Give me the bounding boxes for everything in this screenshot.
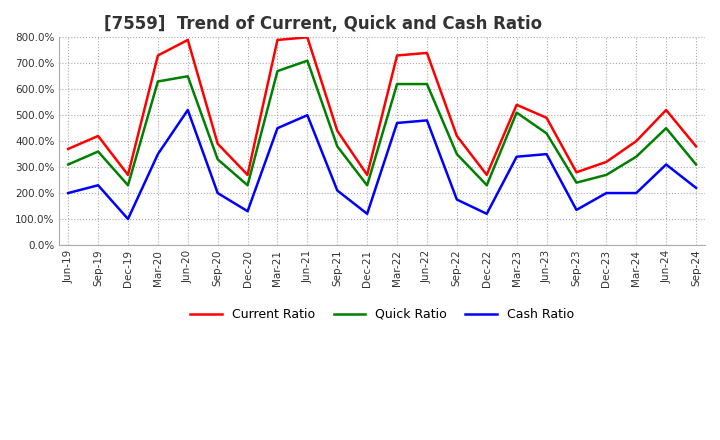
Quick Ratio [64,162,73,167]
Line: Quick Ratio: Quick Ratio [68,61,696,185]
Current Ratio [632,139,641,144]
Cash Ratio [632,191,641,196]
Current Ratio [572,170,581,175]
Cash Ratio [273,125,282,131]
Current Ratio [662,107,670,113]
Cash Ratio [184,107,192,113]
Current Ratio [692,144,701,149]
Current Ratio [124,172,132,177]
Cash Ratio [94,183,102,188]
Current Ratio [213,141,222,147]
Quick Ratio [153,79,162,84]
Quick Ratio [124,183,132,188]
Cash Ratio [243,209,252,214]
Quick Ratio [392,81,401,87]
Cash Ratio [572,207,581,213]
Current Ratio [333,128,341,133]
Current Ratio [303,35,312,40]
Current Ratio [513,102,521,107]
Cash Ratio [513,154,521,159]
Quick Ratio [542,131,551,136]
Current Ratio [482,172,491,177]
Current Ratio [363,172,372,177]
Text: [7559]  Trend of Current, Quick and Cash Ratio: [7559] Trend of Current, Quick and Cash … [104,15,543,33]
Cash Ratio [64,191,73,196]
Quick Ratio [513,110,521,115]
Cash Ratio [213,191,222,196]
Cash Ratio [602,191,611,196]
Quick Ratio [273,69,282,74]
Current Ratio [184,37,192,43]
Quick Ratio [602,172,611,177]
Quick Ratio [213,157,222,162]
Current Ratio [602,159,611,165]
Current Ratio [542,115,551,121]
Line: Current Ratio: Current Ratio [68,37,696,175]
Current Ratio [453,133,462,139]
Current Ratio [243,172,252,177]
Cash Ratio [153,151,162,157]
Quick Ratio [94,149,102,154]
Current Ratio [423,50,431,55]
Quick Ratio [363,183,372,188]
Cash Ratio [482,211,491,216]
Quick Ratio [453,151,462,157]
Cash Ratio [363,211,372,216]
Current Ratio [153,53,162,58]
Cash Ratio [692,185,701,191]
Quick Ratio [692,162,701,167]
Cash Ratio [124,216,132,222]
Current Ratio [392,53,401,58]
Current Ratio [64,146,73,151]
Quick Ratio [632,154,641,159]
Quick Ratio [303,58,312,63]
Line: Cash Ratio: Cash Ratio [68,110,696,219]
Cash Ratio [662,162,670,167]
Quick Ratio [482,183,491,188]
Current Ratio [94,133,102,139]
Quick Ratio [333,144,341,149]
Quick Ratio [423,81,431,87]
Cash Ratio [303,113,312,118]
Cash Ratio [423,118,431,123]
Cash Ratio [542,151,551,157]
Cash Ratio [333,188,341,193]
Quick Ratio [572,180,581,185]
Legend: Current Ratio, Quick Ratio, Cash Ratio: Current Ratio, Quick Ratio, Cash Ratio [186,303,579,326]
Current Ratio [273,37,282,43]
Quick Ratio [243,183,252,188]
Quick Ratio [184,73,192,79]
Cash Ratio [392,120,401,125]
Cash Ratio [453,197,462,202]
Quick Ratio [662,125,670,131]
